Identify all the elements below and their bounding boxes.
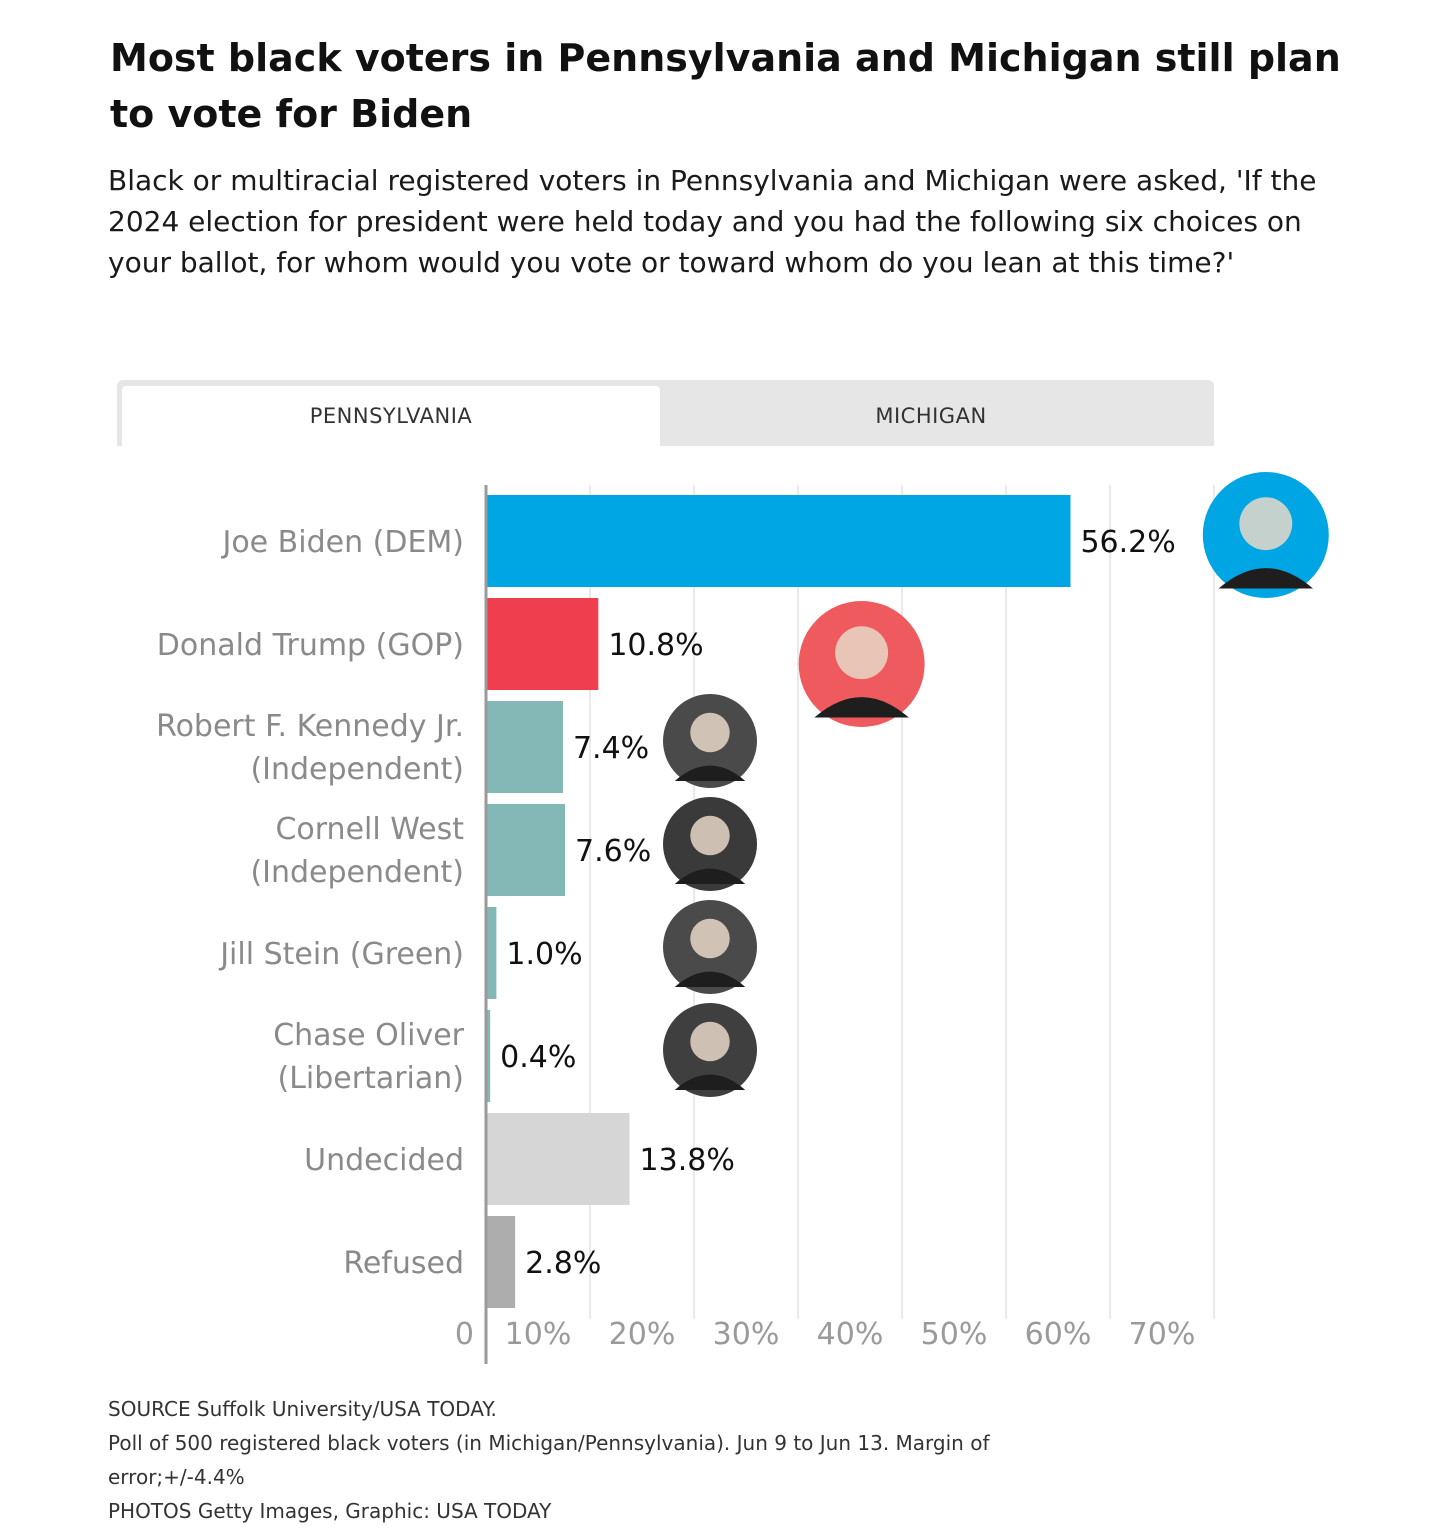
poll-note-line1: Poll of 500 registered black voters (in … [108,1431,990,1455]
value-label: 7.4% [573,731,649,766]
candidate-face [690,918,730,959]
value-label: 10.8% [608,628,703,663]
category-label: Chase Oliver [273,1018,464,1053]
category-label: (Independent) [250,855,464,890]
candidate-shoulders [674,765,746,781]
bar [486,701,563,793]
x-tick-label: 70% [1129,1317,1196,1352]
x-tick-label: 20% [609,1317,676,1352]
bar [486,1010,491,1102]
category-label: Jill Stein (Green) [218,937,464,972]
category-label: Joe Biden (DEM) [220,525,464,560]
value-label: 13.8% [640,1143,735,1178]
bar [486,495,1071,587]
candidate-shoulders [814,697,909,718]
candidate-shoulders [674,971,746,987]
x-tick-label: 0 [455,1317,474,1352]
value-label: 2.8% [525,1246,601,1281]
state-tabs: PENNSYLVANIA MICHIGAN [117,380,1214,446]
candidate-shoulders [1218,568,1314,589]
category-label: Donald Trump (GOP) [157,628,464,663]
x-tick-label: 30% [713,1317,780,1352]
candidate-shoulders [674,868,746,884]
category-label: Refused [343,1246,464,1281]
tab-pennsylvania[interactable]: PENNSYLVANIA [122,386,660,446]
candidate-face [1239,497,1293,551]
x-tick-label: 60% [1025,1317,1092,1352]
category-label: Robert F. Kennedy Jr. [156,709,464,744]
value-label: 0.4% [500,1040,576,1075]
candidate-face [690,1021,730,1062]
category-label: (Independent) [250,752,464,787]
candidate-face [835,626,889,680]
value-label: 1.0% [506,937,582,972]
candidate-shoulders [674,1074,746,1090]
source-note: SOURCE Suffolk University/USA TODAY. [108,1397,497,1421]
poll-note-line2: error;+/-4.4% [108,1465,245,1489]
tab-michigan[interactable]: MICHIGAN [875,404,987,428]
x-tick-label: 50% [921,1317,988,1352]
photo-credits: PHOTOS Getty Images, Graphic: USA TODAY [108,1499,552,1523]
chart-title: Most black voters in Pennsylvania and Mi… [110,36,1341,136]
bar [486,804,566,896]
value-label: 56.2% [1080,525,1175,560]
value-label: 7.6% [575,834,651,869]
category-label: Undecided [304,1143,464,1178]
category-label: (Libertarian) [277,1061,464,1096]
category-label: Cornell West [275,812,464,847]
bar-chart: 0 10% 20% 30% 40% 50% 60% 70% 56.2% Joe Biden (DE… [156,472,1329,1364]
bar [486,1113,630,1205]
chart-subtitle: Black or multiracial registered voters i… [108,164,1317,279]
x-tick-label: 40% [817,1317,884,1352]
chart-footer: SOURCE Suffolk University/USA TODAY. Pol… [108,1392,1308,1528]
x-tick-label: 10% [505,1317,572,1352]
candidate-face [690,815,730,856]
bar [486,598,599,690]
bar [486,907,497,999]
candidate-face [690,712,730,753]
bar [486,1216,516,1308]
